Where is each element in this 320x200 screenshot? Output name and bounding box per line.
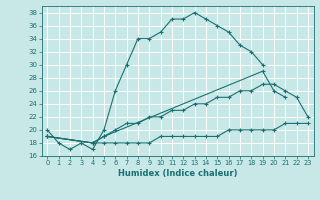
X-axis label: Humidex (Indice chaleur): Humidex (Indice chaleur) <box>118 169 237 178</box>
